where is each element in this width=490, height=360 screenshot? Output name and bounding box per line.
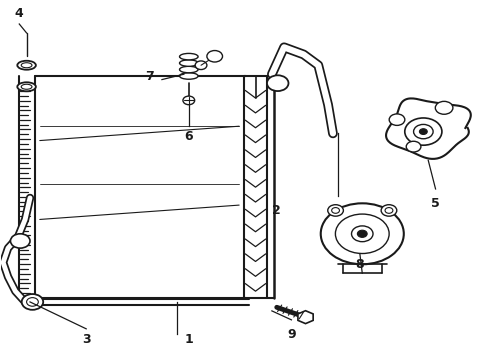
Text: 1: 1 <box>184 333 193 346</box>
Circle shape <box>357 230 367 237</box>
Circle shape <box>22 294 43 310</box>
Circle shape <box>26 298 38 306</box>
Text: 3: 3 <box>82 333 91 346</box>
Circle shape <box>321 203 404 264</box>
Circle shape <box>406 141 421 152</box>
Text: 9: 9 <box>287 328 296 341</box>
Circle shape <box>419 129 427 134</box>
Text: 6: 6 <box>185 130 193 144</box>
Ellipse shape <box>179 66 198 73</box>
Circle shape <box>385 208 393 213</box>
Ellipse shape <box>21 84 32 89</box>
Ellipse shape <box>17 82 36 91</box>
Ellipse shape <box>179 53 198 60</box>
Circle shape <box>267 75 289 91</box>
Circle shape <box>351 226 373 242</box>
Circle shape <box>414 125 433 139</box>
Circle shape <box>195 61 207 69</box>
Polygon shape <box>298 311 313 324</box>
Text: 7: 7 <box>146 69 154 82</box>
Text: 2: 2 <box>272 204 281 217</box>
Text: 4: 4 <box>15 7 24 20</box>
Circle shape <box>207 50 222 62</box>
Circle shape <box>435 102 453 114</box>
Circle shape <box>381 205 397 216</box>
Ellipse shape <box>21 63 32 68</box>
Text: 8: 8 <box>356 258 364 271</box>
Circle shape <box>10 234 30 248</box>
Ellipse shape <box>179 73 198 79</box>
Circle shape <box>328 205 343 216</box>
Ellipse shape <box>179 60 198 66</box>
Text: 5: 5 <box>431 197 440 210</box>
Circle shape <box>405 118 442 145</box>
Circle shape <box>335 214 389 253</box>
Circle shape <box>389 114 405 125</box>
Ellipse shape <box>17 61 36 70</box>
Circle shape <box>183 96 195 105</box>
Circle shape <box>332 208 340 213</box>
Polygon shape <box>386 98 471 159</box>
